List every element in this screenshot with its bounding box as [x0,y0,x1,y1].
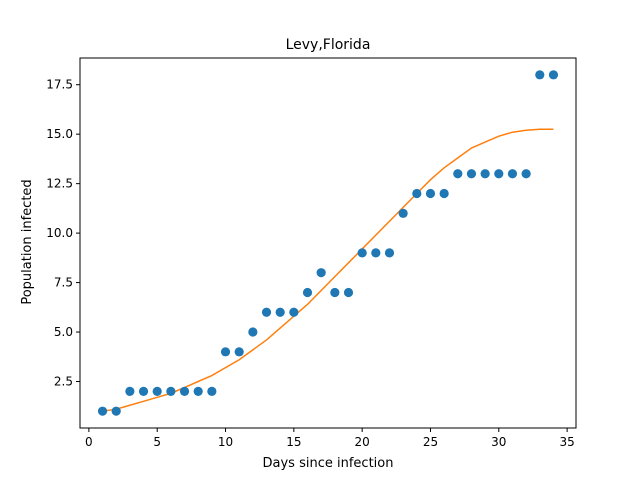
data-point [220,347,231,357]
data-point [330,287,340,298]
data-point [248,327,258,337]
axis-ticks: 0 5 10 15 20 25 30 35 2.5 5.0 7.5 10.0 12.5 15.0 17.5 [46,78,574,449]
x-tick-label: 5 [153,435,161,449]
data-point [535,70,545,80]
data-point [207,386,217,396]
data-point [357,248,367,258]
data-point [371,248,381,258]
data-point [548,70,559,80]
y-axis-label: Population infected [20,179,35,304]
x-tick-label: 20 [355,435,370,449]
x-tick-label: 15 [286,435,301,449]
plot-frame [79,57,577,429]
data-point [398,208,408,218]
data-point [343,287,354,298]
data-point [494,169,504,179]
data-point [97,406,108,416]
data-point [302,287,313,298]
data-point [425,188,436,199]
fit-line [102,128,554,412]
data-point [384,248,395,258]
y-tick-label: 2.5 [54,375,73,389]
y-tick-label: 17.5 [46,78,73,92]
data-points-layer [97,70,559,416]
x-tick-label: 25 [423,435,438,449]
y-tick-label: 12.5 [46,177,73,191]
y-tick-label: 7.5 [54,276,73,290]
x-tick-label: 35 [559,435,574,449]
chart-title: Levy,Florida [286,37,371,53]
data-point [234,347,244,357]
data-point [316,268,326,278]
data-point [125,386,135,396]
x-tick-label: 0 [85,435,93,449]
data-point [166,386,176,396]
y-tick-label: 15.0 [46,127,73,141]
data-point [480,169,490,179]
data-point [275,307,285,317]
data-point [193,386,203,396]
y-tick-label: 10.0 [46,226,73,240]
data-point [521,169,531,179]
data-point [111,406,121,416]
data-point [453,169,463,179]
data-point [152,386,162,396]
data-point [507,169,518,179]
y-tick-label: 5.0 [54,325,73,339]
x-tick-label: 10 [218,435,233,449]
data-point [289,307,299,317]
data-point [138,386,149,396]
x-tick-label: 30 [491,435,506,449]
data-point [439,188,449,199]
x-axis-label: Days since infection [263,456,394,471]
fit-line-layer [102,128,554,412]
data-point [466,169,477,179]
data-point [179,386,190,396]
data-point [261,307,272,317]
data-point [412,188,422,199]
